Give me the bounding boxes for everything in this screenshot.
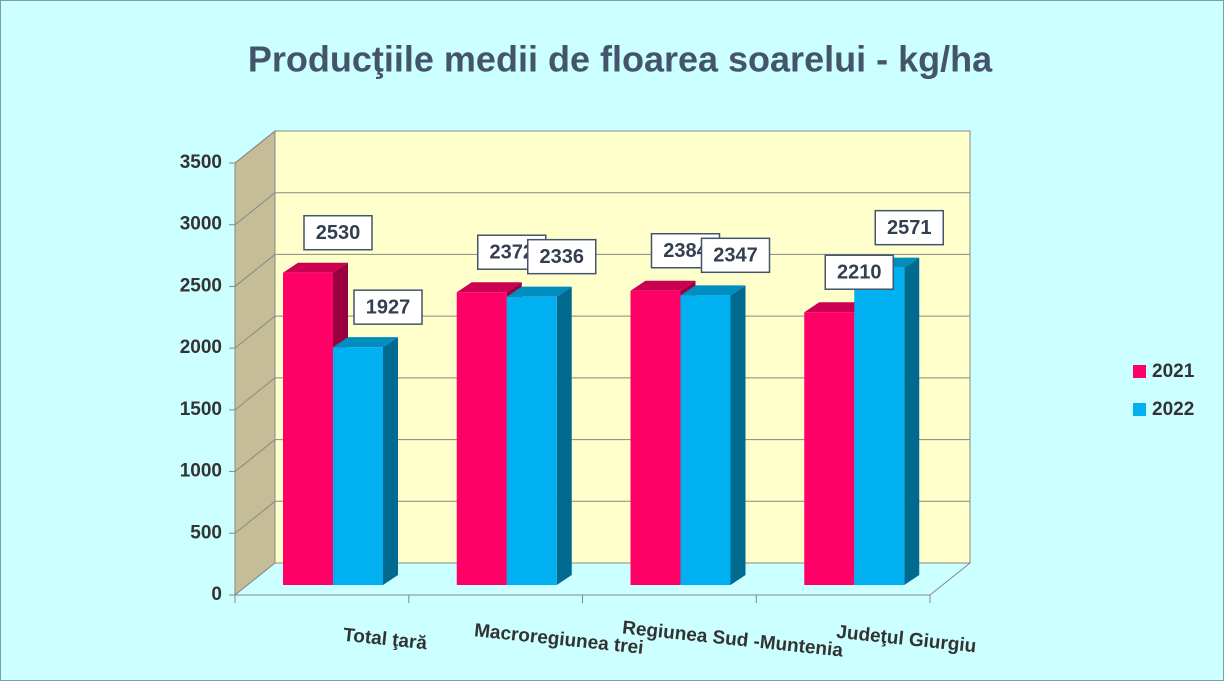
data-label-box: [874, 209, 944, 246]
bar-top: [506, 286, 572, 297]
bar-front: [506, 296, 557, 585]
bar-top: [456, 282, 522, 293]
bar: [680, 285, 746, 585]
bar-front: [680, 295, 731, 585]
chart-title: Producţiile medii de floarea soarelui - …: [248, 39, 993, 80]
bar-top: [283, 262, 348, 273]
y-tick-label: 3500: [180, 152, 222, 173]
bar: [854, 257, 920, 585]
grid-line: [234, 192, 970, 226]
legend-label: 2022: [1152, 399, 1194, 420]
data-label: 2210: [837, 262, 882, 284]
data-label: 2347: [713, 245, 758, 267]
data-label-box: [353, 289, 423, 325]
data-label-box: [700, 237, 771, 274]
data-label: 2384: [663, 240, 708, 262]
bar-side: [383, 337, 398, 585]
bar: [506, 286, 572, 585]
y-tick-label: 2500: [180, 275, 222, 296]
bar-top: [804, 302, 870, 313]
grid-line: [234, 130, 970, 164]
bar-side: [730, 285, 746, 585]
bar-top: [333, 337, 398, 348]
data-label-box: [824, 254, 894, 290]
legend-label: 2021: [1152, 361, 1195, 382]
data-label-box: [527, 238, 597, 275]
legend-swatch: [1133, 365, 1146, 378]
data-label: 2336: [540, 246, 585, 268]
y-tick-label: 1500: [180, 399, 222, 420]
bar: [333, 337, 398, 585]
bar-top: [630, 280, 696, 291]
y-tick-label: 0: [211, 584, 222, 605]
data-label-box: [303, 214, 373, 251]
y-tick-label: 1000: [180, 461, 222, 482]
data-label: 1927: [366, 296, 411, 318]
data-label: 2571: [887, 217, 932, 239]
bar-front: [804, 312, 855, 585]
bar-front: [630, 290, 681, 585]
y-tick-label: 3000: [180, 214, 222, 235]
bar-side: [904, 257, 920, 585]
data-label: 2372: [490, 242, 535, 264]
bar-front: [854, 267, 905, 585]
bar-front: [456, 292, 507, 585]
y-tick-label: 500: [190, 522, 222, 543]
side-wall: [234, 129, 276, 597]
bar-front: [333, 347, 383, 585]
bar-top: [680, 285, 746, 296]
data-label: 2530: [316, 222, 361, 244]
bar-side: [556, 286, 572, 585]
legend-swatch: [1133, 403, 1146, 416]
bar-front: [283, 272, 333, 585]
y-tick-label: 2000: [180, 337, 222, 358]
